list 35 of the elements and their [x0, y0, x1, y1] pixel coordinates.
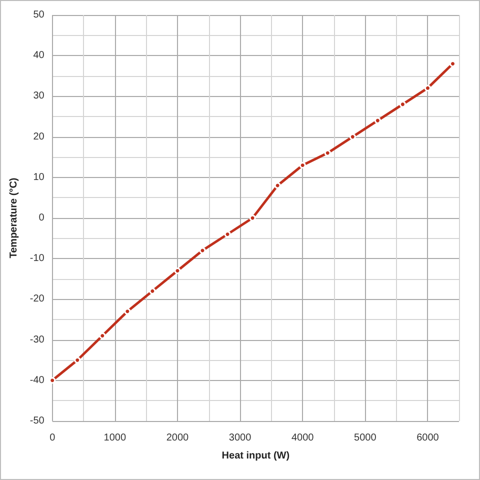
point: [424, 84, 431, 92]
point: [349, 134, 356, 140]
x-tick-label: 2000: [166, 432, 190, 444]
x-tick-label: 5000: [354, 432, 377, 444]
x-tick-label: 3000: [228, 432, 252, 444]
x-tick-label: 1000: [104, 432, 126, 444]
point: [374, 117, 381, 124]
point: [199, 247, 206, 254]
y-tick-label: 0: [38, 212, 45, 224]
y-tick-label: 20: [33, 131, 45, 142]
point: [274, 182, 281, 189]
y-axis-title: Temperature (°C): [8, 178, 20, 258]
y-tick-label: 50: [33, 10, 45, 20]
x-axis-title: Heat input (W): [222, 450, 290, 462]
y-tick-label: -30: [30, 334, 45, 346]
y-tick-label: -10: [30, 253, 45, 264]
point: [249, 214, 256, 222]
x-tick-label: 0: [50, 432, 56, 444]
y-tick-label: -40: [30, 374, 45, 386]
point: [74, 356, 81, 364]
x-tick-label: 6000: [416, 432, 440, 444]
point: [399, 101, 406, 108]
point: [174, 268, 181, 274]
y-tick-label: -50: [30, 416, 45, 426]
point: [149, 288, 156, 294]
y-tick-label: -20: [30, 294, 45, 305]
x-tick-label: 4000: [291, 432, 314, 444]
point: [299, 162, 306, 168]
y-tick-label: 10: [33, 172, 45, 183]
y-tick-label: 40: [33, 50, 45, 62]
point: [124, 308, 131, 315]
point: [99, 332, 106, 339]
y-tick-label: 30: [33, 90, 45, 102]
point: [324, 150, 331, 156]
point: [224, 230, 231, 238]
